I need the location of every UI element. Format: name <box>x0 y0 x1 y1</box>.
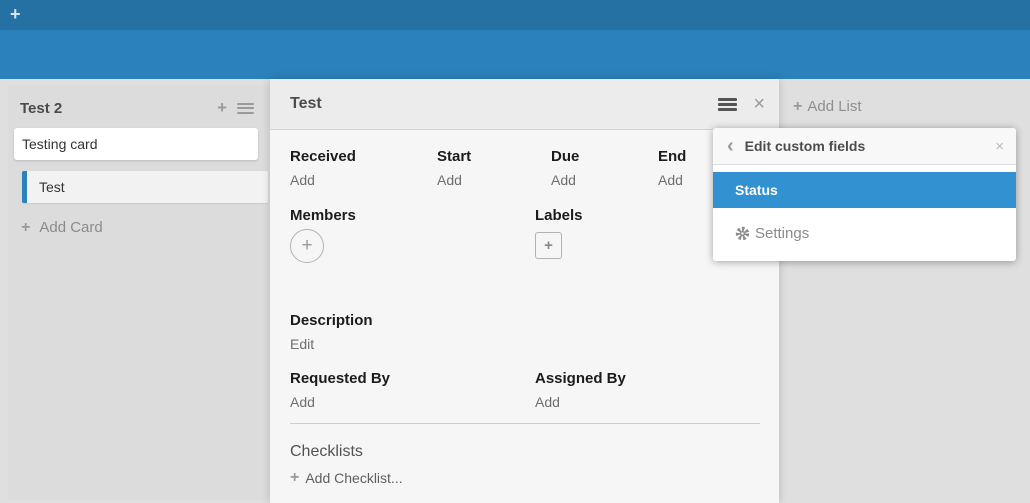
end-add-link[interactable]: Add <box>658 172 683 188</box>
description-edit-link[interactable]: Edit <box>290 336 315 352</box>
board-header-bar <box>0 30 1030 79</box>
start-field: Start Add <box>437 148 551 188</box>
list-menu-icon[interactable] <box>237 102 254 114</box>
assigned-by-field: Assigned By Add <box>535 370 759 410</box>
section-divider <box>290 423 760 424</box>
add-label-button[interactable]: + <box>535 232 562 259</box>
description-label: Description <box>290 312 373 329</box>
add-board-icon[interactable]: + <box>10 4 21 24</box>
add-member-button[interactable]: + <box>290 229 324 263</box>
due-label: Due <box>551 148 580 165</box>
list-header: Test 2 + <box>8 85 268 124</box>
received-field: Received Add <box>290 148 437 188</box>
plus-icon: + <box>301 235 313 256</box>
new-card-input[interactable]: Testing card <box>14 128 258 160</box>
card-detail-body: Received Add Start Add Due Add End Add <box>270 130 779 486</box>
list-add-card-icon[interactable]: + <box>217 98 227 117</box>
add-list-button[interactable]: + Add List <box>793 98 862 115</box>
labels-label: Labels <box>535 207 583 224</box>
members-labels-row: Members + Labels + <box>290 207 759 263</box>
received-add-link[interactable]: Add <box>290 172 315 188</box>
members-field: Members + <box>290 207 535 263</box>
date-fields-row: Received Add Start Add Due Add End Add <box>290 148 759 188</box>
gear-icon <box>735 226 750 241</box>
card-title[interactable]: Test <box>290 95 322 112</box>
board-canvas: Test 2 + Testing card Test + Add Card Te… <box>0 79 1030 503</box>
requested-by-label: Requested By <box>290 370 391 387</box>
requested-by-add-link[interactable]: Add <box>290 394 315 410</box>
settings-label: Settings <box>755 225 810 242</box>
popup-header: ‹ Edit custom fields × <box>713 128 1016 165</box>
back-chevron-icon[interactable]: ‹ <box>727 135 734 157</box>
assigned-by-add-link[interactable]: Add <box>535 394 560 410</box>
plus-icon: + <box>793 97 803 115</box>
add-checklist-label: Add Checklist... <box>305 470 403 486</box>
popup-body: Status Settings <box>713 165 1016 261</box>
list-title[interactable]: Test 2 <box>20 99 63 117</box>
due-field: Due Add <box>551 148 658 188</box>
list-test-2: Test 2 + Testing card Test + Add Card <box>8 85 268 500</box>
add-card-label: Add Card <box>39 219 103 236</box>
checklists-label: Checklists <box>290 443 363 460</box>
requested-assigned-row: Requested By Add Assigned By Add <box>290 370 759 410</box>
card-menu-icon[interactable] <box>718 97 738 111</box>
custom-field-item-status[interactable]: Status <box>713 172 1016 208</box>
add-checklist-button[interactable]: + Add Checklist... <box>290 469 403 487</box>
add-card-button[interactable]: + Add Card <box>21 219 268 236</box>
add-list-label: Add List <box>807 98 862 115</box>
card-detail-panel: Test × Received Add Start Add Due <box>270 79 779 503</box>
assigned-by-label: Assigned By <box>535 370 626 387</box>
card-detail-header: Test × <box>270 79 779 130</box>
due-add-link[interactable]: Add <box>551 172 576 188</box>
minicard-test[interactable]: Test <box>22 171 268 203</box>
received-label: Received <box>290 148 356 165</box>
end-label: End <box>658 148 687 165</box>
edit-custom-fields-popup: ‹ Edit custom fields × Status Settings <box>713 128 1016 261</box>
card-close-icon[interactable]: × <box>753 93 765 115</box>
members-label: Members <box>290 207 356 224</box>
end-field: End Add <box>658 148 759 188</box>
plus-icon: + <box>544 237 553 254</box>
labels-field: Labels + <box>535 207 759 263</box>
top-navigation-bar: + <box>0 0 1030 30</box>
start-label: Start <box>437 148 472 165</box>
start-add-link[interactable]: Add <box>437 172 462 188</box>
popup-close-icon[interactable]: × <box>995 137 1004 155</box>
popup-title: Edit custom fields <box>744 138 866 154</box>
settings-menu-item[interactable]: Settings <box>713 208 1016 261</box>
plus-icon: + <box>290 469 300 486</box>
requested-by-field: Requested By Add <box>290 370 535 410</box>
plus-icon: + <box>21 218 31 236</box>
description-field: Description Edit <box>290 312 759 352</box>
